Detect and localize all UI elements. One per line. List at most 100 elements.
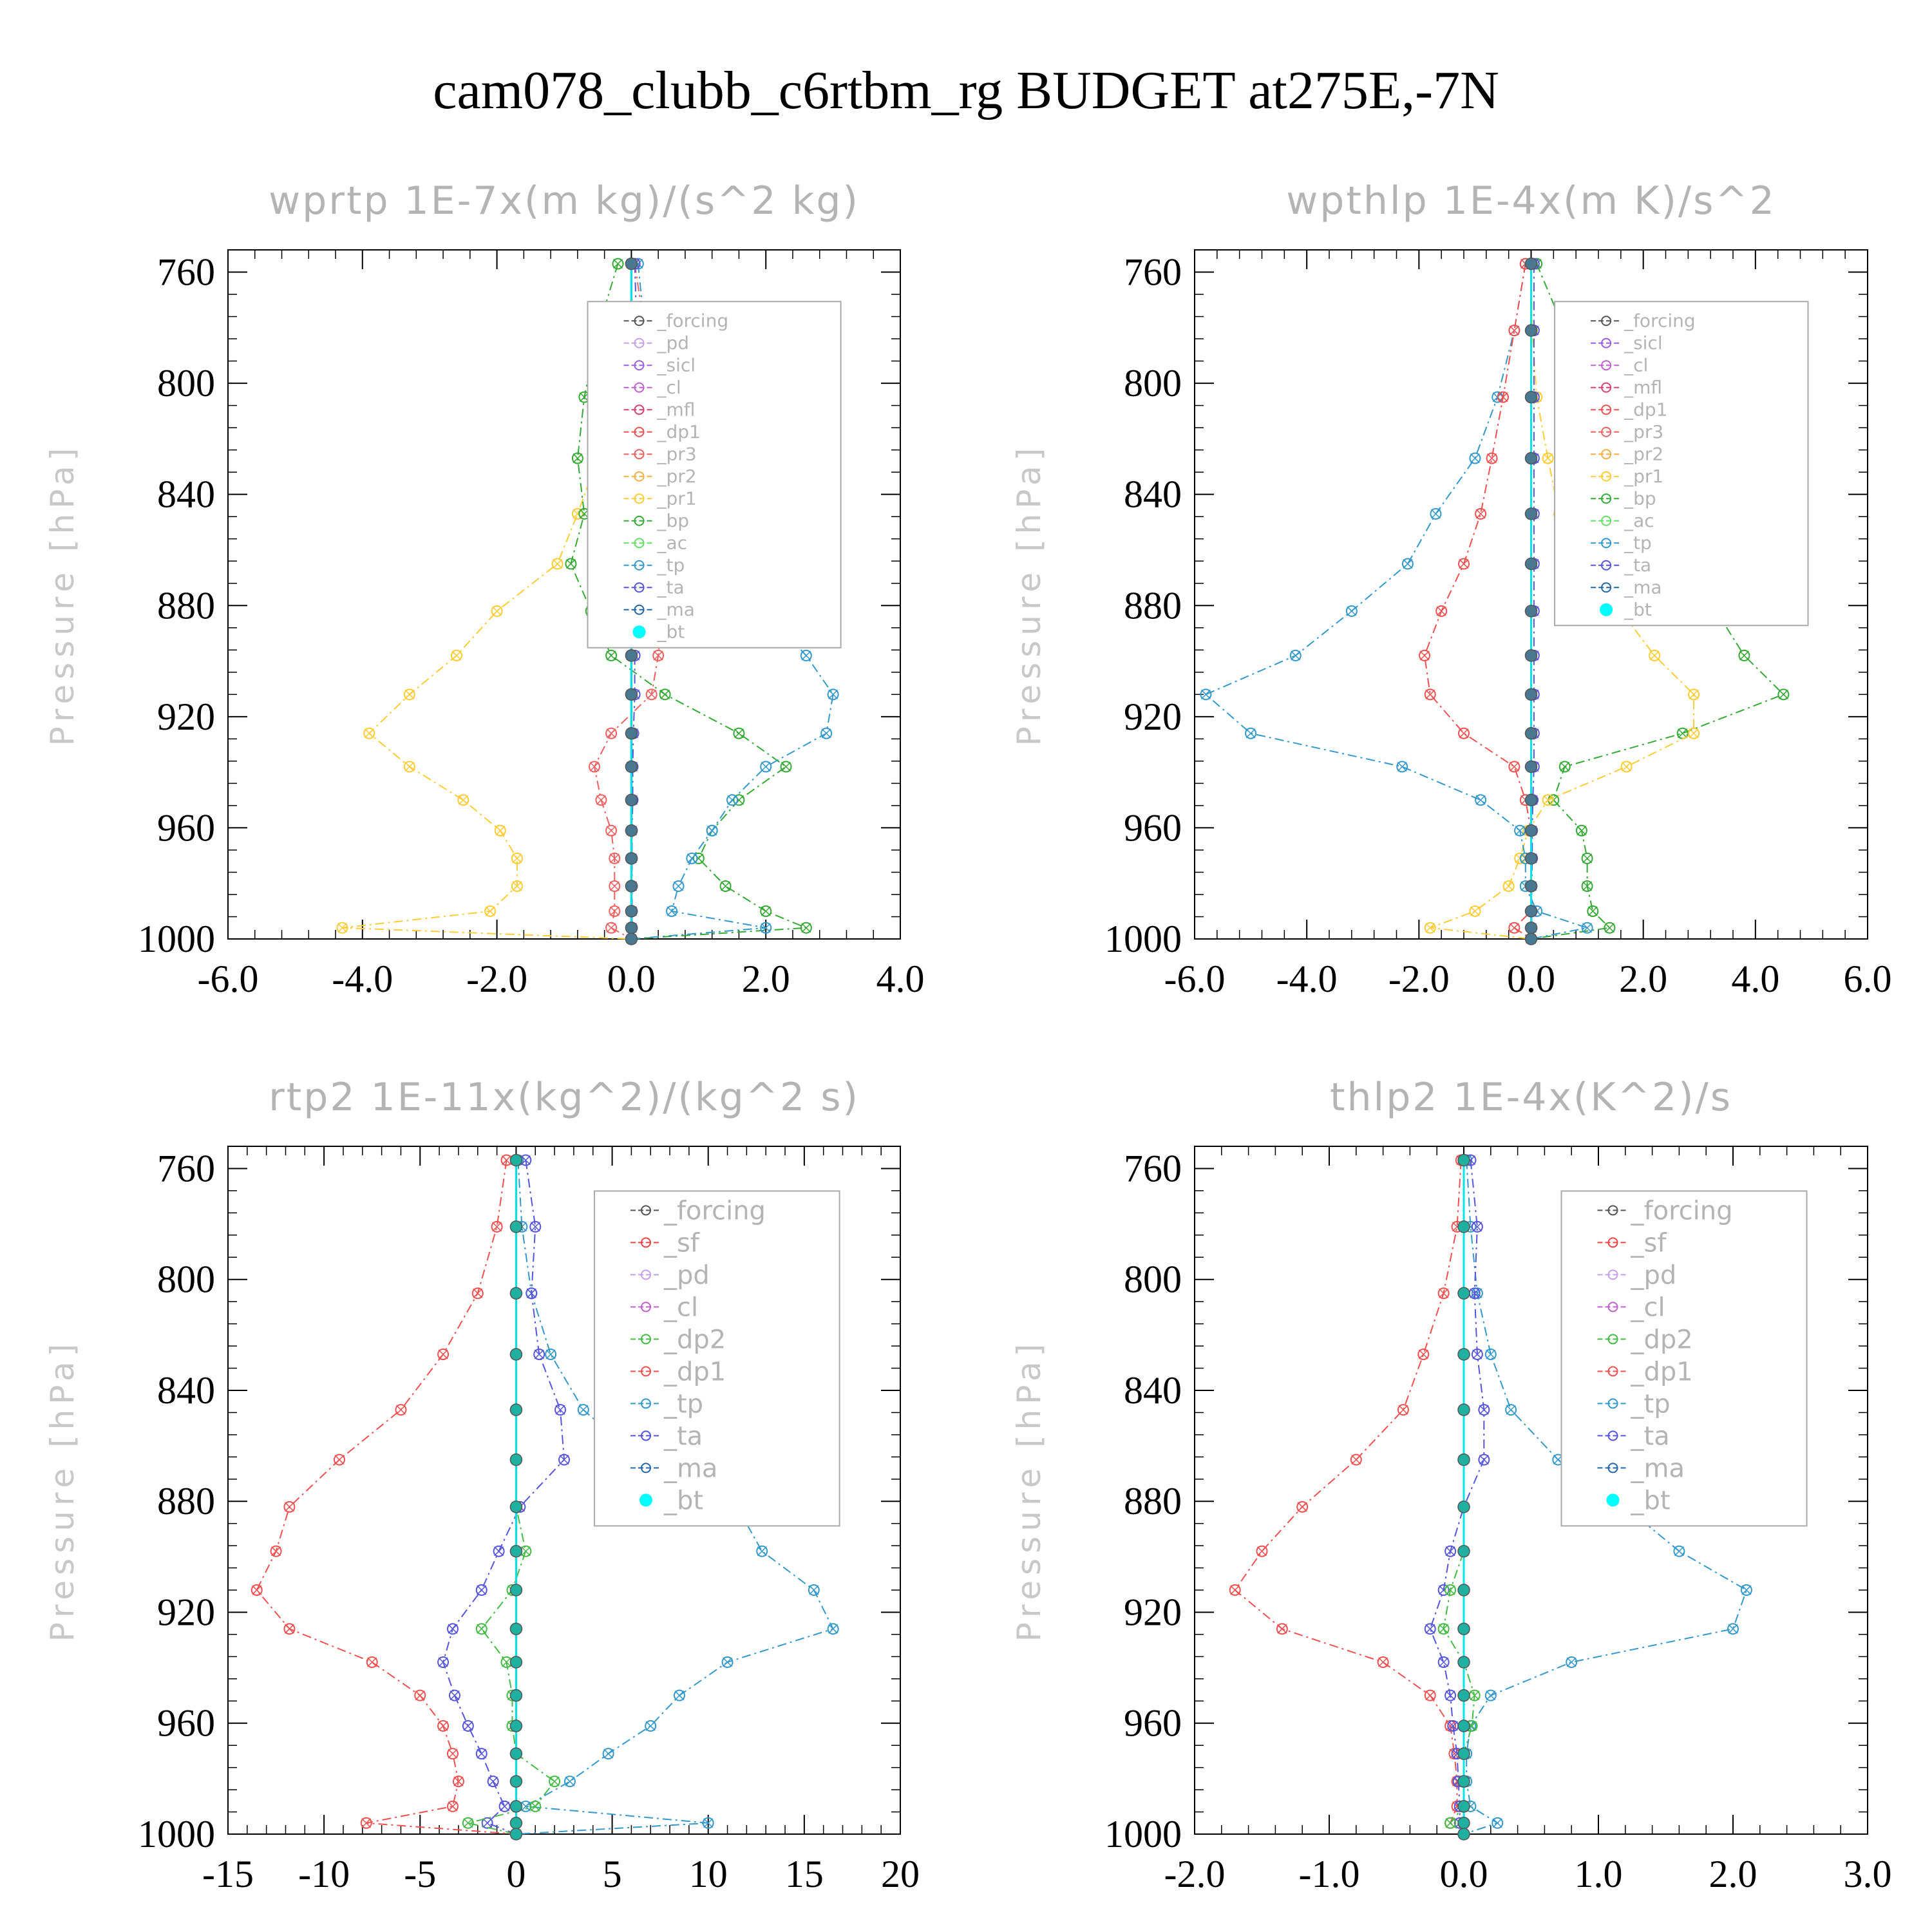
data-point-dp1 [1276, 1623, 1288, 1635]
y-tick-label: 960 [1124, 1702, 1182, 1745]
y-tick-label: 880 [157, 1480, 215, 1522]
data-marker-tp [578, 1405, 589, 1415]
data-marker-dp2 [520, 1546, 531, 1557]
data-point-bt [509, 1403, 523, 1416]
legend-label: _bt [657, 621, 685, 642]
data-point-bp [1587, 905, 1599, 917]
legend-label: _forcing [1631, 1196, 1733, 1226]
data-marker-dp1 [1418, 1349, 1428, 1359]
data-point-dp1 [1417, 1348, 1430, 1360]
x-tick-label: -2.0 [466, 958, 527, 1000]
data-marker-ta [477, 1585, 487, 1595]
data-point-bt [1524, 390, 1538, 404]
data-point-bp [612, 258, 624, 270]
y-tick-label: 880 [1124, 1480, 1182, 1522]
data-point-ta [446, 1623, 459, 1635]
legend-marker [1601, 337, 1612, 348]
data-marker-tp [1291, 650, 1301, 661]
data-point-bt [509, 1656, 523, 1669]
legend-label: _dp1 [663, 1357, 726, 1387]
data-point-tp [760, 761, 772, 773]
data-marker-ta [534, 1349, 544, 1359]
data-marker-pr3 [653, 650, 663, 661]
data-point-bt [1524, 507, 1538, 520]
data-marker-dp1 [1256, 1546, 1267, 1557]
x-tick-label: -10 [298, 1853, 350, 1895]
data-point-ta [475, 1748, 488, 1760]
data-marker-ta [494, 1546, 504, 1557]
data-point-ta [487, 1776, 499, 1788]
data-point-bt [1457, 1287, 1470, 1300]
data-marker-dp1 [1436, 606, 1446, 616]
data-marker-dp1 [492, 1222, 502, 1232]
data-marker-pr1 [404, 689, 415, 699]
data-point-dp2 [529, 1800, 542, 1812]
legend-marker [1601, 426, 1612, 437]
data-point-dp1 [1296, 1501, 1309, 1513]
legend-marker [640, 1269, 651, 1280]
legend-marker [640, 1334, 651, 1345]
data-point-dp2 [549, 1776, 561, 1788]
data-point-bt [509, 1719, 523, 1732]
y-tick-label: 880 [157, 584, 215, 627]
data-point-pr1 [1688, 727, 1700, 739]
data-point-ta [1444, 1545, 1457, 1557]
data-marker-pr1 [495, 826, 506, 836]
data-point-ta [554, 1404, 567, 1416]
data-point-tp [686, 852, 698, 864]
series-line-ta [442, 1160, 565, 1835]
legend-label: _cl [1624, 354, 1648, 375]
data-marker-tp [1492, 1818, 1502, 1828]
data-marker-bp [660, 689, 670, 699]
data-point-bp [1558, 761, 1571, 773]
data-marker-tp [667, 906, 677, 916]
y-axis-label: Pressure [hPa] [1010, 1339, 1048, 1642]
data-marker-tp [520, 1801, 531, 1812]
data-marker-dp1 [271, 1546, 281, 1557]
data-point-dp1 [283, 1623, 296, 1635]
data-marker-bp [565, 559, 576, 569]
data-point-bt [625, 905, 638, 918]
data-point-bt [1457, 1689, 1470, 1702]
data-point-bt [625, 726, 638, 740]
data-point-pr3 [609, 852, 621, 864]
data-point-tp [1200, 688, 1212, 701]
data-point-pr1 [551, 558, 564, 570]
data-marker-pr1 [1622, 761, 1632, 772]
data-point-bp [692, 852, 705, 864]
data-point-bt [625, 852, 638, 865]
data-marker-ta [1425, 1624, 1435, 1634]
y-tick-label: 1000 [138, 918, 215, 960]
x-tick-label: -2.0 [1388, 958, 1450, 1000]
legend-marker [634, 493, 645, 504]
x-tick-label: -4.0 [1276, 958, 1338, 1000]
data-marker-ta [1470, 1288, 1480, 1298]
data-point-bt [509, 1817, 523, 1830]
plot-frame [1194, 1146, 1868, 1835]
legend-marker [634, 538, 645, 549]
data-point-bt [1524, 557, 1538, 571]
data-point-tp [1492, 1817, 1504, 1829]
data-marker-dp2 [530, 1801, 540, 1812]
data-marker-dp1 [1475, 509, 1486, 519]
data-marker-dp1 [1439, 1288, 1449, 1298]
legend-marker [1607, 1334, 1618, 1345]
data-point-bt [625, 824, 638, 837]
data-marker-pr1 [1425, 923, 1435, 933]
data-point-bt [1524, 921, 1538, 934]
data-point-tp [1581, 922, 1593, 934]
data-point-bt [625, 793, 638, 807]
page-title: cam078_clubb_c6rtbm_rg BUDGET at275E,-7N [433, 61, 1499, 120]
data-marker-dp1 [334, 1455, 345, 1465]
data-point-bt [509, 1153, 523, 1167]
data-marker-dp1 [1277, 1624, 1287, 1634]
data-point-dp1 [414, 1689, 426, 1701]
data-marker-ta [463, 1721, 473, 1731]
data-marker-tp [809, 1585, 819, 1595]
data-point-bp [565, 558, 577, 570]
legend-label: _pd [663, 1260, 710, 1290]
data-marker-dp1 [1230, 1585, 1240, 1595]
series-line-tp [1463, 1160, 1748, 1835]
data-point-dp2 [475, 1623, 488, 1635]
data-point-dp1 [283, 1501, 296, 1513]
